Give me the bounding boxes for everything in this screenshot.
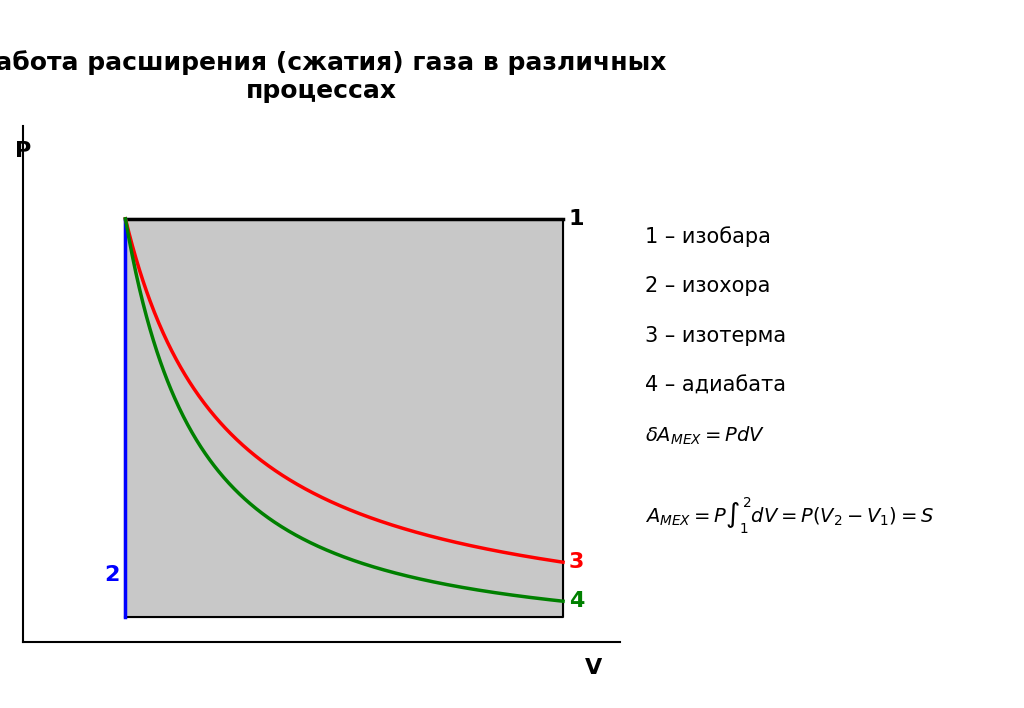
Title: Работа расширения (сжатия) газа в различных
процессах: Работа расширения (сжатия) газа в различ… xyxy=(0,50,667,103)
Text: $A_{MEX} = P\int_{1}^{2}dV = P(V_2 - V_1) = S$: $A_{MEX} = P\int_{1}^{2}dV = P(V_2 - V_1… xyxy=(645,496,934,536)
Text: 4: 4 xyxy=(568,591,584,611)
Text: 3 – изотерма: 3 – изотерма xyxy=(645,326,786,346)
Text: 1 – изобара: 1 – изобара xyxy=(645,227,771,247)
Text: 2 – изохора: 2 – изохора xyxy=(645,276,770,296)
Text: V: V xyxy=(585,658,602,678)
Text: 3: 3 xyxy=(568,552,584,572)
Text: P: P xyxy=(15,142,32,161)
Text: 1: 1 xyxy=(568,209,585,229)
Text: 4 – адиабата: 4 – адиабата xyxy=(645,375,786,395)
Text: 2: 2 xyxy=(104,565,120,586)
Text: $\delta A_{MEX} = PdV$: $\delta A_{MEX} = PdV$ xyxy=(645,425,765,447)
